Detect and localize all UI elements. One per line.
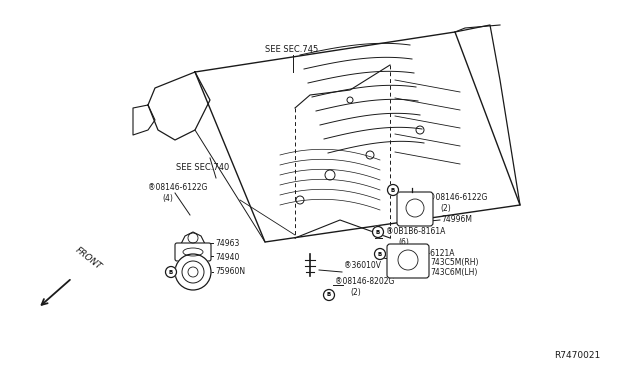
Text: SEE SEC.745: SEE SEC.745 (265, 45, 318, 55)
Text: B: B (327, 292, 331, 298)
FancyBboxPatch shape (175, 243, 211, 261)
Text: FRONT: FRONT (74, 246, 104, 272)
Circle shape (374, 248, 385, 260)
Text: ®36010V: ®36010V (344, 260, 381, 269)
FancyBboxPatch shape (397, 192, 433, 226)
Text: R7470021: R7470021 (554, 350, 600, 359)
FancyBboxPatch shape (387, 244, 429, 278)
Text: 74940: 74940 (215, 253, 239, 262)
Text: (6): (6) (398, 237, 409, 247)
Circle shape (323, 289, 335, 301)
Text: B: B (391, 187, 395, 192)
Text: 743C6M(LH): 743C6M(LH) (430, 267, 477, 276)
Text: 74963: 74963 (215, 238, 239, 247)
Circle shape (166, 266, 177, 278)
Text: 74996M: 74996M (441, 215, 472, 224)
Circle shape (372, 227, 383, 237)
Text: SEE SEC.740: SEE SEC.740 (176, 164, 229, 173)
Circle shape (387, 185, 399, 196)
Text: B: B (376, 230, 380, 234)
Text: ®08146-6122G: ®08146-6122G (428, 193, 488, 202)
Text: ®0B1B6-8161A: ®0B1B6-8161A (386, 228, 445, 237)
Polygon shape (181, 232, 205, 244)
Text: (2): (2) (440, 203, 451, 212)
Text: 743C5M(RH): 743C5M(RH) (430, 257, 479, 266)
Text: (2): (2) (350, 288, 361, 296)
Circle shape (175, 254, 211, 290)
Text: B: B (169, 269, 173, 275)
Text: (2): (2) (407, 259, 418, 267)
Text: ®08146-6122G: ®08146-6122G (148, 183, 207, 192)
Text: ®0B1A6-6121A: ®0B1A6-6121A (395, 248, 454, 257)
Text: (4): (4) (162, 193, 173, 202)
Text: 75960N: 75960N (215, 267, 245, 276)
Text: B: B (378, 251, 382, 257)
Text: ®08146-8202G: ®08146-8202G (335, 278, 394, 286)
